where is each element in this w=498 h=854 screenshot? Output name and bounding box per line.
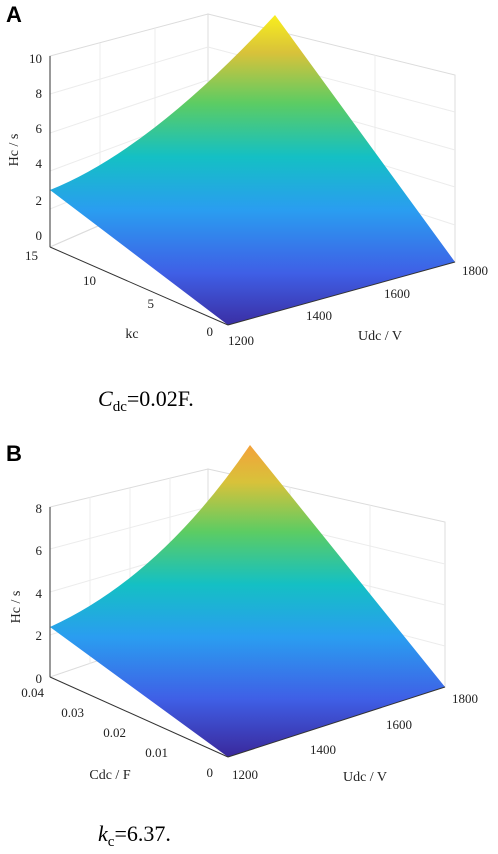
panel-b: B: [0, 427, 498, 854]
z-tick-label: 4: [36, 156, 43, 171]
y-tick-label: 0: [207, 765, 214, 780]
x-tick-label: 1800: [462, 263, 488, 278]
x-axis-label-b: Udc / V: [343, 770, 387, 785]
surface-plot-a: 0 2 4 6 8 10 Hc / s 0 5 10 15 kc 1200 14…: [7, 13, 488, 348]
caption-subscript: c: [107, 834, 115, 850]
x-tick-label: 1600: [386, 717, 412, 732]
panel-a: A: [6, 2, 488, 415]
z-tick-label: 6: [36, 121, 43, 136]
x-tick-label: 1400: [306, 308, 332, 323]
panel-letter-b: B: [6, 441, 22, 466]
x-tick-label: 1400: [310, 742, 336, 757]
z-tick-label: 6: [36, 543, 43, 558]
y-ticks-a: 0 5 10 15: [25, 248, 213, 339]
caption-value: =6.37.: [114, 821, 171, 846]
x-tick-label: 1800: [452, 691, 478, 706]
z-axis-label-a: Hc / s: [7, 134, 22, 167]
x-axis-label-a: Udc / V: [358, 329, 402, 344]
z-tick-label: 4: [36, 586, 43, 601]
z-tick-label: 2: [36, 628, 43, 643]
x-tick-label: 1600: [384, 286, 410, 301]
caption-b: kc=6.37.: [98, 821, 171, 850]
x-ticks-b: 1200 1400 1600 1800: [232, 691, 478, 782]
x-tick-label: 1200: [228, 333, 254, 348]
panel-letter-a: A: [6, 2, 22, 27]
surface-b: [50, 445, 445, 757]
y-axis-label-a: kc: [125, 327, 138, 342]
surface-a: [50, 15, 455, 325]
z-axis-label-b: Hc / s: [9, 591, 24, 624]
z-tick-label: 8: [36, 501, 43, 516]
caption-symbol: k: [98, 821, 108, 846]
y-ticks-b: 0 0.01 0.02 0.03 0.04: [21, 685, 213, 780]
caption-value: =0.02F.: [126, 386, 194, 411]
z-tick-label: 2: [36, 193, 43, 208]
axes-a: [49, 56, 456, 326]
surface-plot-b: 0 2 4 6 8 Hc / s 0 0.01 0.02 0.03 0.04 C…: [9, 445, 478, 785]
z-tick-label: 10: [29, 51, 42, 66]
caption-symbol: C: [98, 386, 113, 411]
y-axis-label-b: Cdc / F: [89, 768, 130, 783]
z-ticks-b: 0 2 4 6 8: [36, 501, 43, 686]
y-tick-label: 0.01: [145, 745, 168, 760]
y-tick-label: 0.03: [61, 705, 84, 720]
z-tick-label: 8: [36, 86, 43, 101]
x-tick-label: 1200: [232, 767, 258, 782]
y-tick-label: 0: [207, 324, 214, 339]
y-tick-label: 0.02: [103, 725, 126, 740]
y-tick-label: 15: [25, 248, 38, 263]
z-tick-label: 0: [36, 228, 43, 243]
y-tick-label: 5: [148, 296, 155, 311]
x-ticks-a: 1200 1400 1600 1800: [228, 263, 488, 348]
caption-subscript: dc: [112, 399, 127, 415]
z-tick-label: 0: [36, 671, 43, 686]
caption-a: Cdc=0.02F.: [98, 386, 194, 415]
y-tick-label: 10: [83, 273, 96, 288]
axes-b: [49, 507, 446, 758]
z-ticks-a: 0 2 4 6 8 10: [29, 51, 43, 243]
y-tick-label: 0.04: [21, 685, 44, 700]
